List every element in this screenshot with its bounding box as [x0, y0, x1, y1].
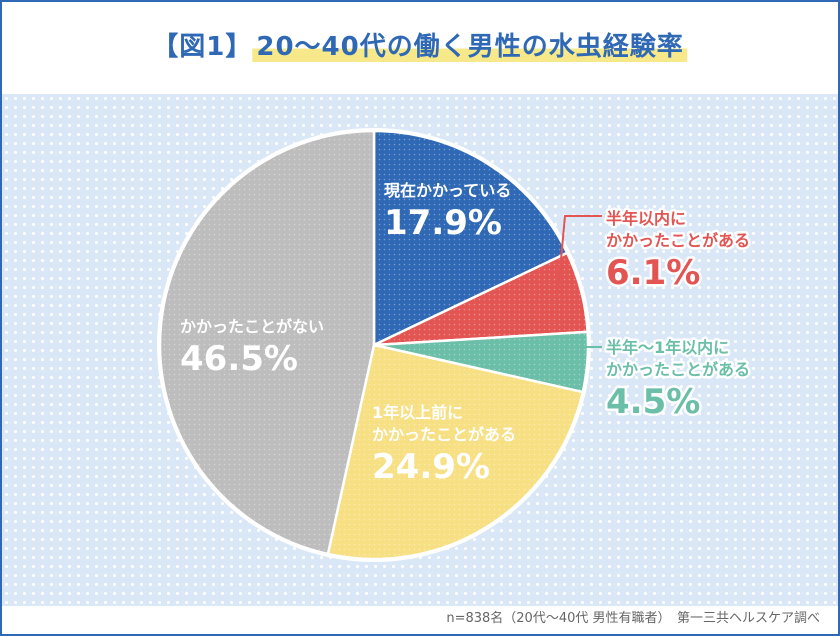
- leader-line-2: [557, 215, 602, 293]
- chart-title: 【図1】 20～40代の働く男性の水虫経験率: [152, 26, 688, 63]
- figure-label: 【図1】: [152, 32, 253, 62]
- leader-dot-2: [555, 289, 561, 295]
- title-bar: 【図1】 20～40代の働く男性の水虫経験率: [2, 2, 838, 94]
- slice-label-4-line-2: かかったことがある: [372, 425, 516, 444]
- slice-label-5-line-1: かかったことがない: [180, 317, 324, 336]
- pie-slice-texture-4: [327, 345, 583, 559]
- slice-value-label-1: 17.9%: [384, 203, 502, 243]
- slice-label-3-line-2: かかったことがある: [606, 360, 750, 379]
- slice-value-label-5: 46.5%: [180, 339, 298, 379]
- pie-slice-texture-5: [160, 131, 374, 554]
- title-text: 20～40代の働く男性の水虫経験率: [252, 32, 688, 62]
- slice-label-4-line-1: 1年以上前に: [372, 403, 463, 422]
- slice-value-label-4: 24.9%: [372, 447, 490, 487]
- slice-value-label-3: 4.5%: [606, 382, 700, 422]
- pie-slice-texture-3: [374, 331, 588, 393]
- slice-label-3-line-1: 半年～1年以内に: [606, 338, 729, 357]
- pie-slice-texture-1: [374, 131, 568, 345]
- leader-dot-3: [554, 344, 560, 350]
- source-note: n=838名（20代～40代 男性有職者） 第一三共ヘルスケア調べ: [446, 611, 820, 626]
- slice-value-label-2: 6.1%: [606, 253, 700, 293]
- slice-label-2-line-2: かかったことがある: [606, 231, 750, 250]
- pie-slice-texture-2: [374, 252, 588, 345]
- slice-label-1-line-1: 現在かかっている: [384, 181, 511, 200]
- slice-label-2-line-1: 半年以内に: [606, 209, 686, 228]
